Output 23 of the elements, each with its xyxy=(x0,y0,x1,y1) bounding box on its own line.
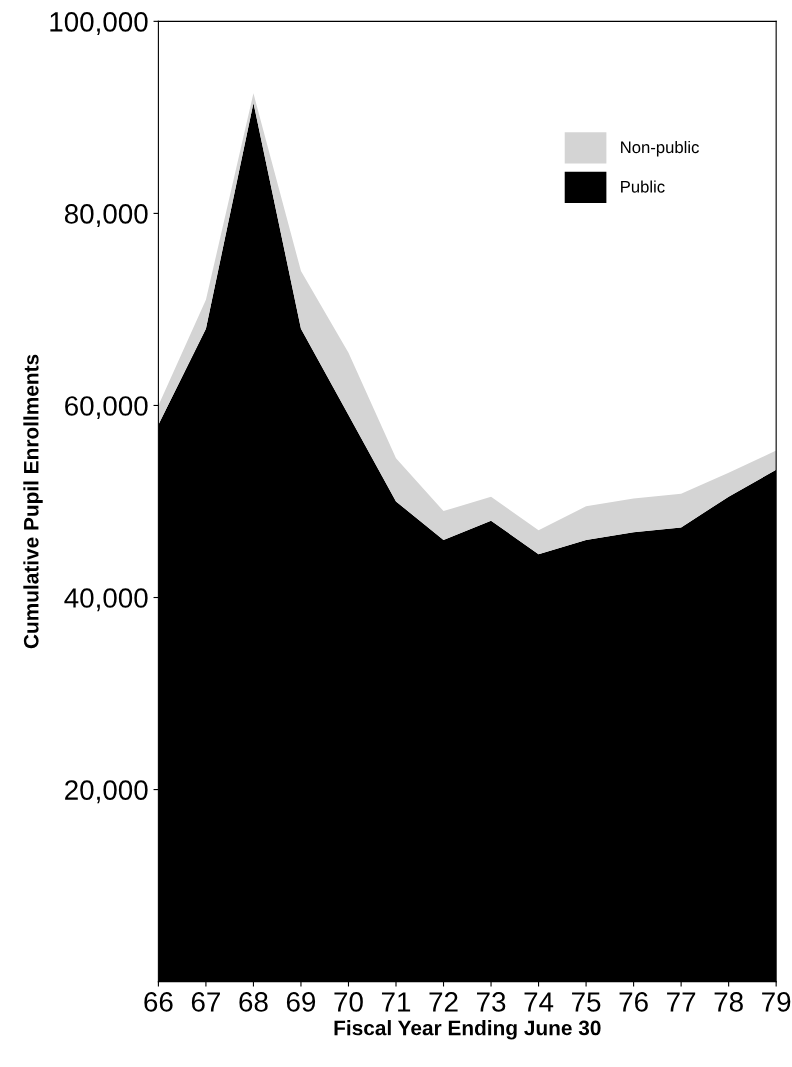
x-tick-label: 74 xyxy=(524,992,554,1012)
x-tick-label: 69 xyxy=(286,992,316,1012)
x-tick-label: 67 xyxy=(191,992,220,1012)
y-axis-title: Cumulative Pupil Enrollments xyxy=(23,354,43,649)
x-tick-label: 76 xyxy=(619,992,648,1012)
y-tick-label: 80,000 xyxy=(64,204,148,228)
legend-label: Public xyxy=(621,180,665,193)
x-tick-label: 66 xyxy=(144,992,173,1012)
x-tick-label: 77 xyxy=(667,992,696,1012)
legend-label: Non-public xyxy=(621,140,699,157)
x-tick-label: 68 xyxy=(239,992,268,1012)
x-tick-label: 78 xyxy=(714,992,743,1012)
y-tick-label: 20,000 xyxy=(65,780,148,804)
y-tick-label: 40,000 xyxy=(64,588,148,612)
x-tick-label: 72 xyxy=(429,992,458,1012)
x-tick-label: 79 xyxy=(762,992,791,1012)
y-tick-label: 100,000 xyxy=(50,12,148,35)
x-tick-label: 70 xyxy=(334,992,363,1012)
x-tick-label: 71 xyxy=(381,992,411,1012)
y-tick-label: 60,000 xyxy=(65,396,148,420)
x-tick-label: 73 xyxy=(477,992,506,1012)
x-tick-label: 75 xyxy=(572,992,601,1012)
x-axis-title: Fiscal Year Ending June 30 xyxy=(334,1020,601,1040)
